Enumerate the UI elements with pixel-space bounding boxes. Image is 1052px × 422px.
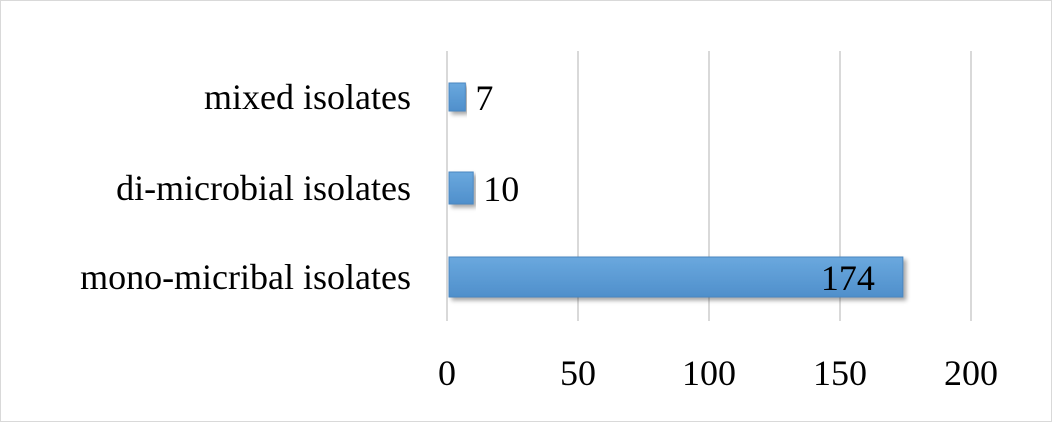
category-label: mixed isolates: [204, 77, 411, 117]
category-label: di-microbial isolates: [116, 168, 411, 208]
data-label: 10: [483, 169, 519, 209]
x-tick-label: 0: [438, 353, 456, 393]
data-label: 7: [475, 78, 493, 118]
x-tick-label: 150: [813, 353, 867, 393]
bar: [448, 82, 466, 112]
labels: 0 50 100 150 200 mixed isolates 7 di-microbial …: [80, 77, 998, 393]
bar: [448, 256, 904, 298]
x-tick-label: 50: [560, 353, 596, 393]
bar: [448, 171, 474, 205]
x-tick-label: 100: [682, 353, 736, 393]
x-tick-label: 200: [944, 353, 998, 393]
category-label: mono-micribal isolates: [80, 257, 411, 297]
bars: [448, 82, 904, 298]
data-label: 174: [821, 258, 875, 298]
